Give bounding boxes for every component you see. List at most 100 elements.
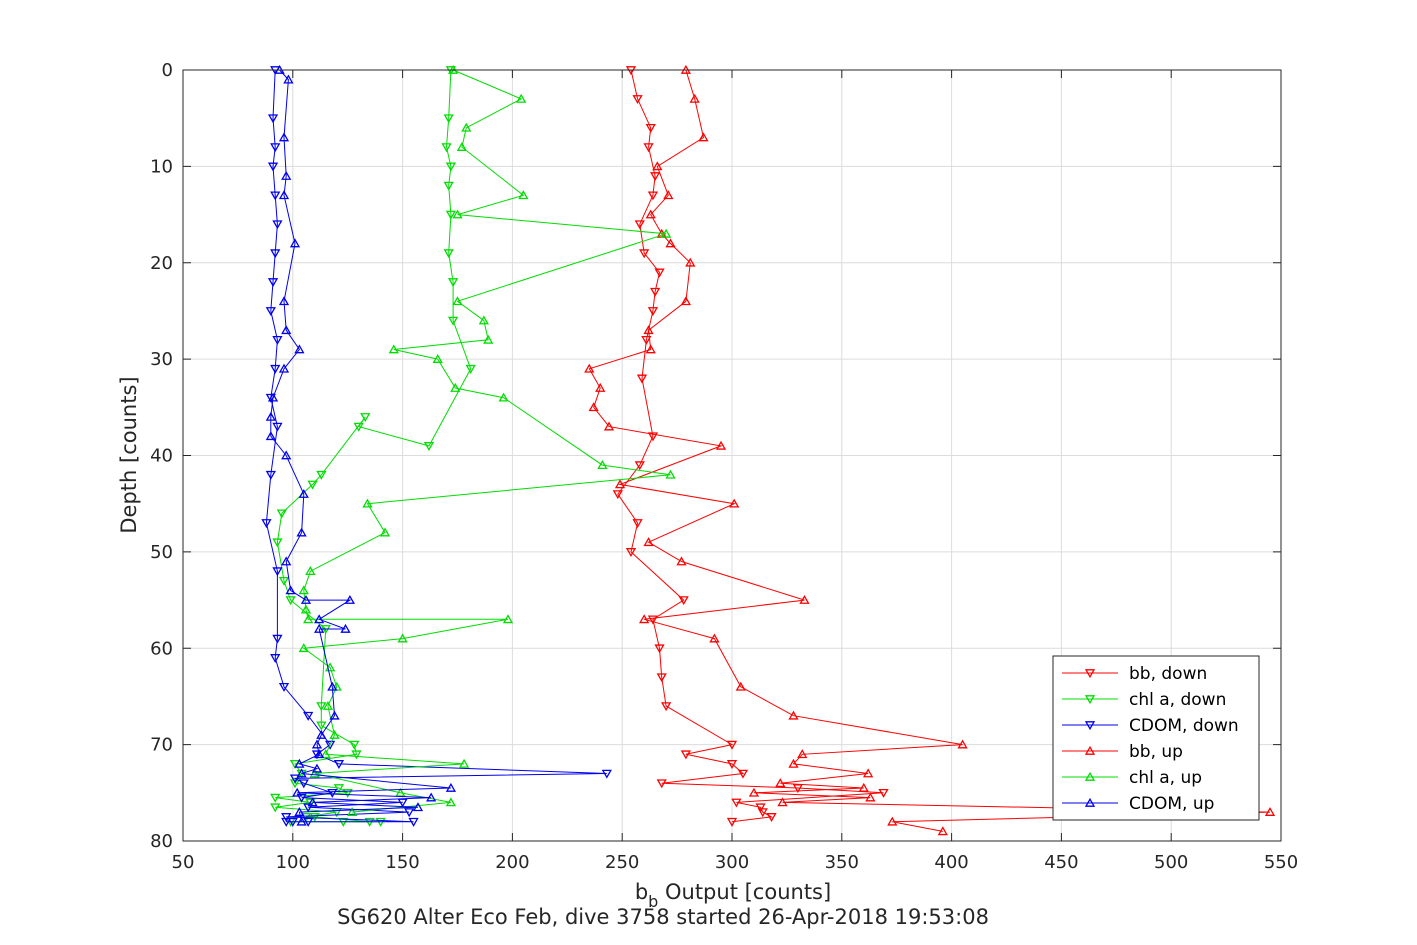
data-point-marker	[797, 749, 808, 759]
data-point-marker	[289, 779, 301, 789]
y-tick-label: 30	[150, 349, 173, 370]
data-point-marker	[314, 749, 325, 759]
x-tick-label: 400	[934, 852, 968, 873]
data-point-marker	[757, 808, 768, 818]
legend-swatch-marker	[1084, 721, 1096, 731]
legend-swatch-marker	[1084, 695, 1096, 705]
data-point-marker	[278, 132, 290, 142]
data-point-marker	[270, 793, 281, 803]
data-point-marker	[333, 784, 345, 794]
data-point-marker	[320, 749, 331, 759]
data-point-marker	[748, 787, 760, 797]
data-point-marker	[333, 760, 345, 770]
data-point-marker	[303, 817, 314, 827]
data-point-marker	[300, 604, 312, 614]
data-point-marker	[408, 817, 419, 827]
data-point-marker	[322, 700, 334, 710]
data-point-marker	[634, 220, 645, 230]
data-point-marker	[775, 778, 786, 788]
data-point-marker	[404, 808, 415, 818]
x-tick-label: 500	[1154, 852, 1188, 873]
data-point-marker	[731, 798, 742, 808]
data-point-marker	[601, 769, 612, 779]
data-point-marker	[272, 220, 283, 230]
data-point-marker	[445, 797, 457, 807]
data-point-marker	[498, 392, 509, 402]
data-point-marker	[452, 209, 463, 219]
data-point-marker	[647, 615, 659, 625]
data-point-marker	[278, 682, 290, 692]
x-tick-label: 250	[605, 852, 639, 873]
data-point-marker	[270, 249, 281, 259]
data-point-marker	[272, 422, 283, 432]
data-point-marker	[309, 768, 320, 778]
data-point-marker	[450, 382, 461, 392]
data-point-marker	[726, 760, 738, 770]
data-point-marker	[441, 143, 452, 153]
data-point-marker	[465, 364, 476, 374]
data-point-marker	[643, 325, 654, 335]
data-point-marker	[289, 238, 301, 248]
data-point-marker	[281, 170, 292, 180]
y-tick-label: 70	[150, 735, 173, 756]
data-point-marker	[265, 431, 276, 441]
data-point-marker	[388, 344, 399, 354]
data-point-marker	[799, 594, 810, 604]
data-point-marker	[349, 740, 360, 750]
y-tick-label: 10	[150, 156, 173, 177]
y-tick-label: 50	[150, 542, 173, 563]
data-point-marker	[294, 806, 305, 816]
data-point-marker	[298, 643, 309, 653]
data-point-marker	[311, 763, 323, 773]
data-point-marker	[267, 162, 279, 172]
legend-entry: bb, down	[1062, 664, 1207, 684]
data-point-marker	[650, 287, 661, 297]
data-point-marker	[267, 114, 279, 124]
data-point-marker	[351, 750, 362, 760]
data-point-marker	[445, 782, 457, 792]
legend-entry: bb, up	[1062, 742, 1183, 762]
data-point-marker	[292, 787, 303, 797]
data-point-marker	[265, 411, 276, 421]
legend-swatch-marker	[1084, 669, 1096, 679]
data-point-marker	[281, 813, 292, 823]
legend-label: chl a, down	[1129, 690, 1226, 710]
data-point-marker	[676, 556, 687, 566]
data-point-marker	[665, 469, 676, 479]
data-point-marker	[311, 739, 323, 749]
data-point-marker	[1264, 806, 1276, 816]
data-point-marker	[281, 817, 292, 827]
data-point-marker	[294, 758, 305, 768]
data-point-marker	[443, 249, 454, 259]
data-point-marker	[603, 421, 615, 431]
data-point-marker	[647, 307, 659, 317]
data-point-marker	[660, 228, 672, 238]
data-point-marker	[314, 623, 325, 633]
data-point-marker	[660, 702, 672, 712]
data-point-marker	[643, 143, 654, 153]
data-point-marker	[303, 803, 314, 813]
data-point-marker	[300, 594, 312, 604]
data-point-marker	[309, 813, 320, 823]
legend: bb, down chl a, down CDOM, down bb, up chl a…	[1052, 655, 1260, 821]
data-point-marker	[362, 498, 373, 508]
data-point-marker	[647, 191, 659, 201]
data-point-marker	[325, 740, 336, 750]
y-tick-label: 20	[150, 253, 173, 274]
data-point-marker	[645, 209, 656, 219]
data-point-marker	[656, 673, 667, 683]
data-point-marker	[278, 190, 290, 200]
data-point-marker	[265, 307, 276, 317]
data-point-marker	[680, 296, 692, 306]
data-point-marker	[270, 143, 281, 153]
data-point-marker	[766, 813, 777, 823]
data-point-marker	[329, 729, 340, 739]
data-point-marker	[478, 315, 489, 325]
data-point-marker	[643, 537, 654, 547]
data-point-marker	[305, 798, 316, 808]
x-axis-title-rest: Output [counts]	[658, 880, 831, 904]
series-line	[270, 69, 451, 822]
data-point-marker	[650, 172, 661, 182]
data-point-marker	[865, 792, 876, 802]
